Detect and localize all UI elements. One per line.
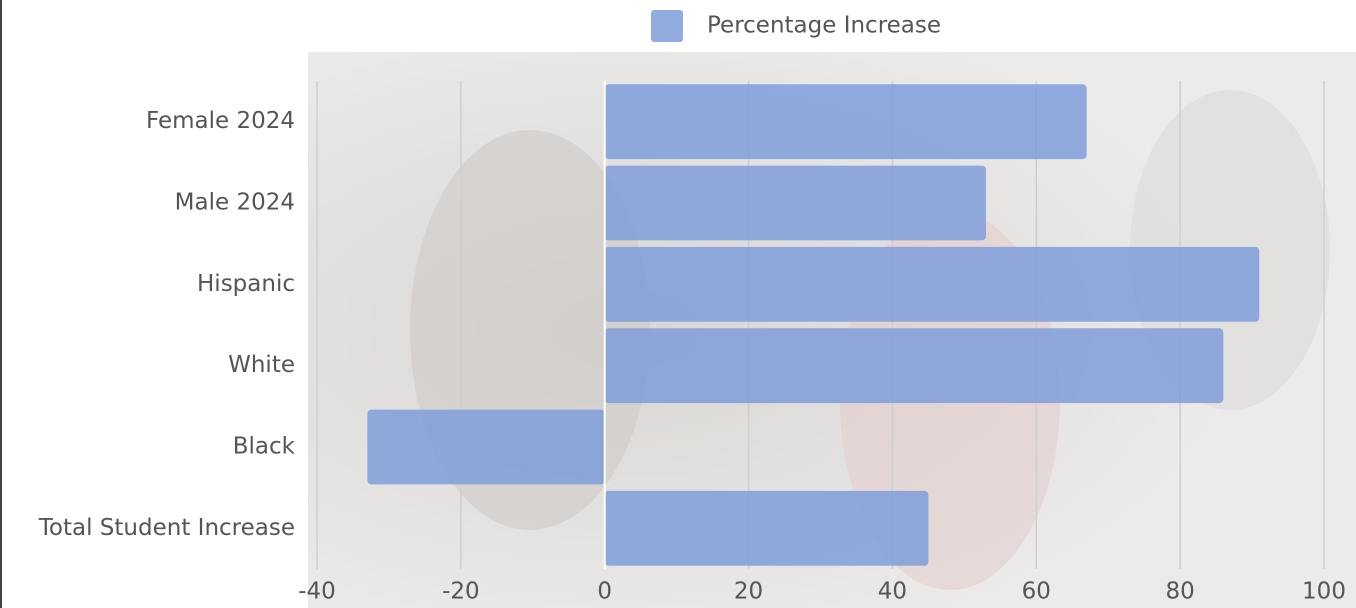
bar: [604, 490, 929, 566]
x-tick-label: 80: [1166, 579, 1195, 605]
bar: [604, 328, 1224, 404]
y-tick-label: White: [228, 352, 295, 378]
x-tick-label: -40: [298, 579, 336, 605]
x-tick-label: 40: [878, 579, 907, 605]
y-tick-label: Black: [233, 434, 296, 460]
bar: [604, 246, 1260, 322]
y-tick-label: Male 2024: [175, 190, 295, 216]
x-tick-label: 60: [1022, 579, 1051, 605]
legend: Percentage Increase: [651, 10, 941, 42]
bar: [604, 84, 1087, 160]
x-tick-label: 100: [1302, 579, 1346, 605]
x-tick-label: 20: [734, 579, 763, 605]
legend-label: Percentage Increase: [707, 13, 941, 39]
bar: [367, 409, 605, 485]
legend-swatch: [651, 10, 683, 42]
y-tick-label: Female 2024: [146, 108, 295, 134]
x-tick-label: -20: [442, 579, 480, 605]
bar: [604, 165, 986, 241]
y-tick-label: Hispanic: [197, 271, 295, 297]
y-tick-label: Total Student Increase: [38, 515, 295, 541]
x-tick-label: 0: [597, 579, 612, 605]
